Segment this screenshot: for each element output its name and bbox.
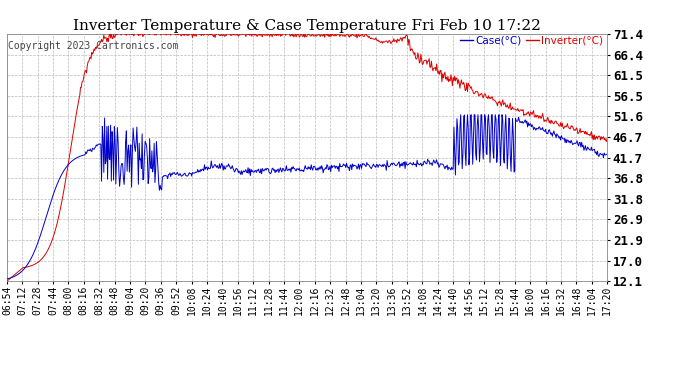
- Legend: Case(°C), Inverter(°C): Case(°C), Inverter(°C): [456, 31, 607, 50]
- Text: Copyright 2023 Cartronics.com: Copyright 2023 Cartronics.com: [8, 41, 179, 51]
- Title: Inverter Temperature & Case Temperature Fri Feb 10 17:22: Inverter Temperature & Case Temperature …: [73, 19, 541, 33]
